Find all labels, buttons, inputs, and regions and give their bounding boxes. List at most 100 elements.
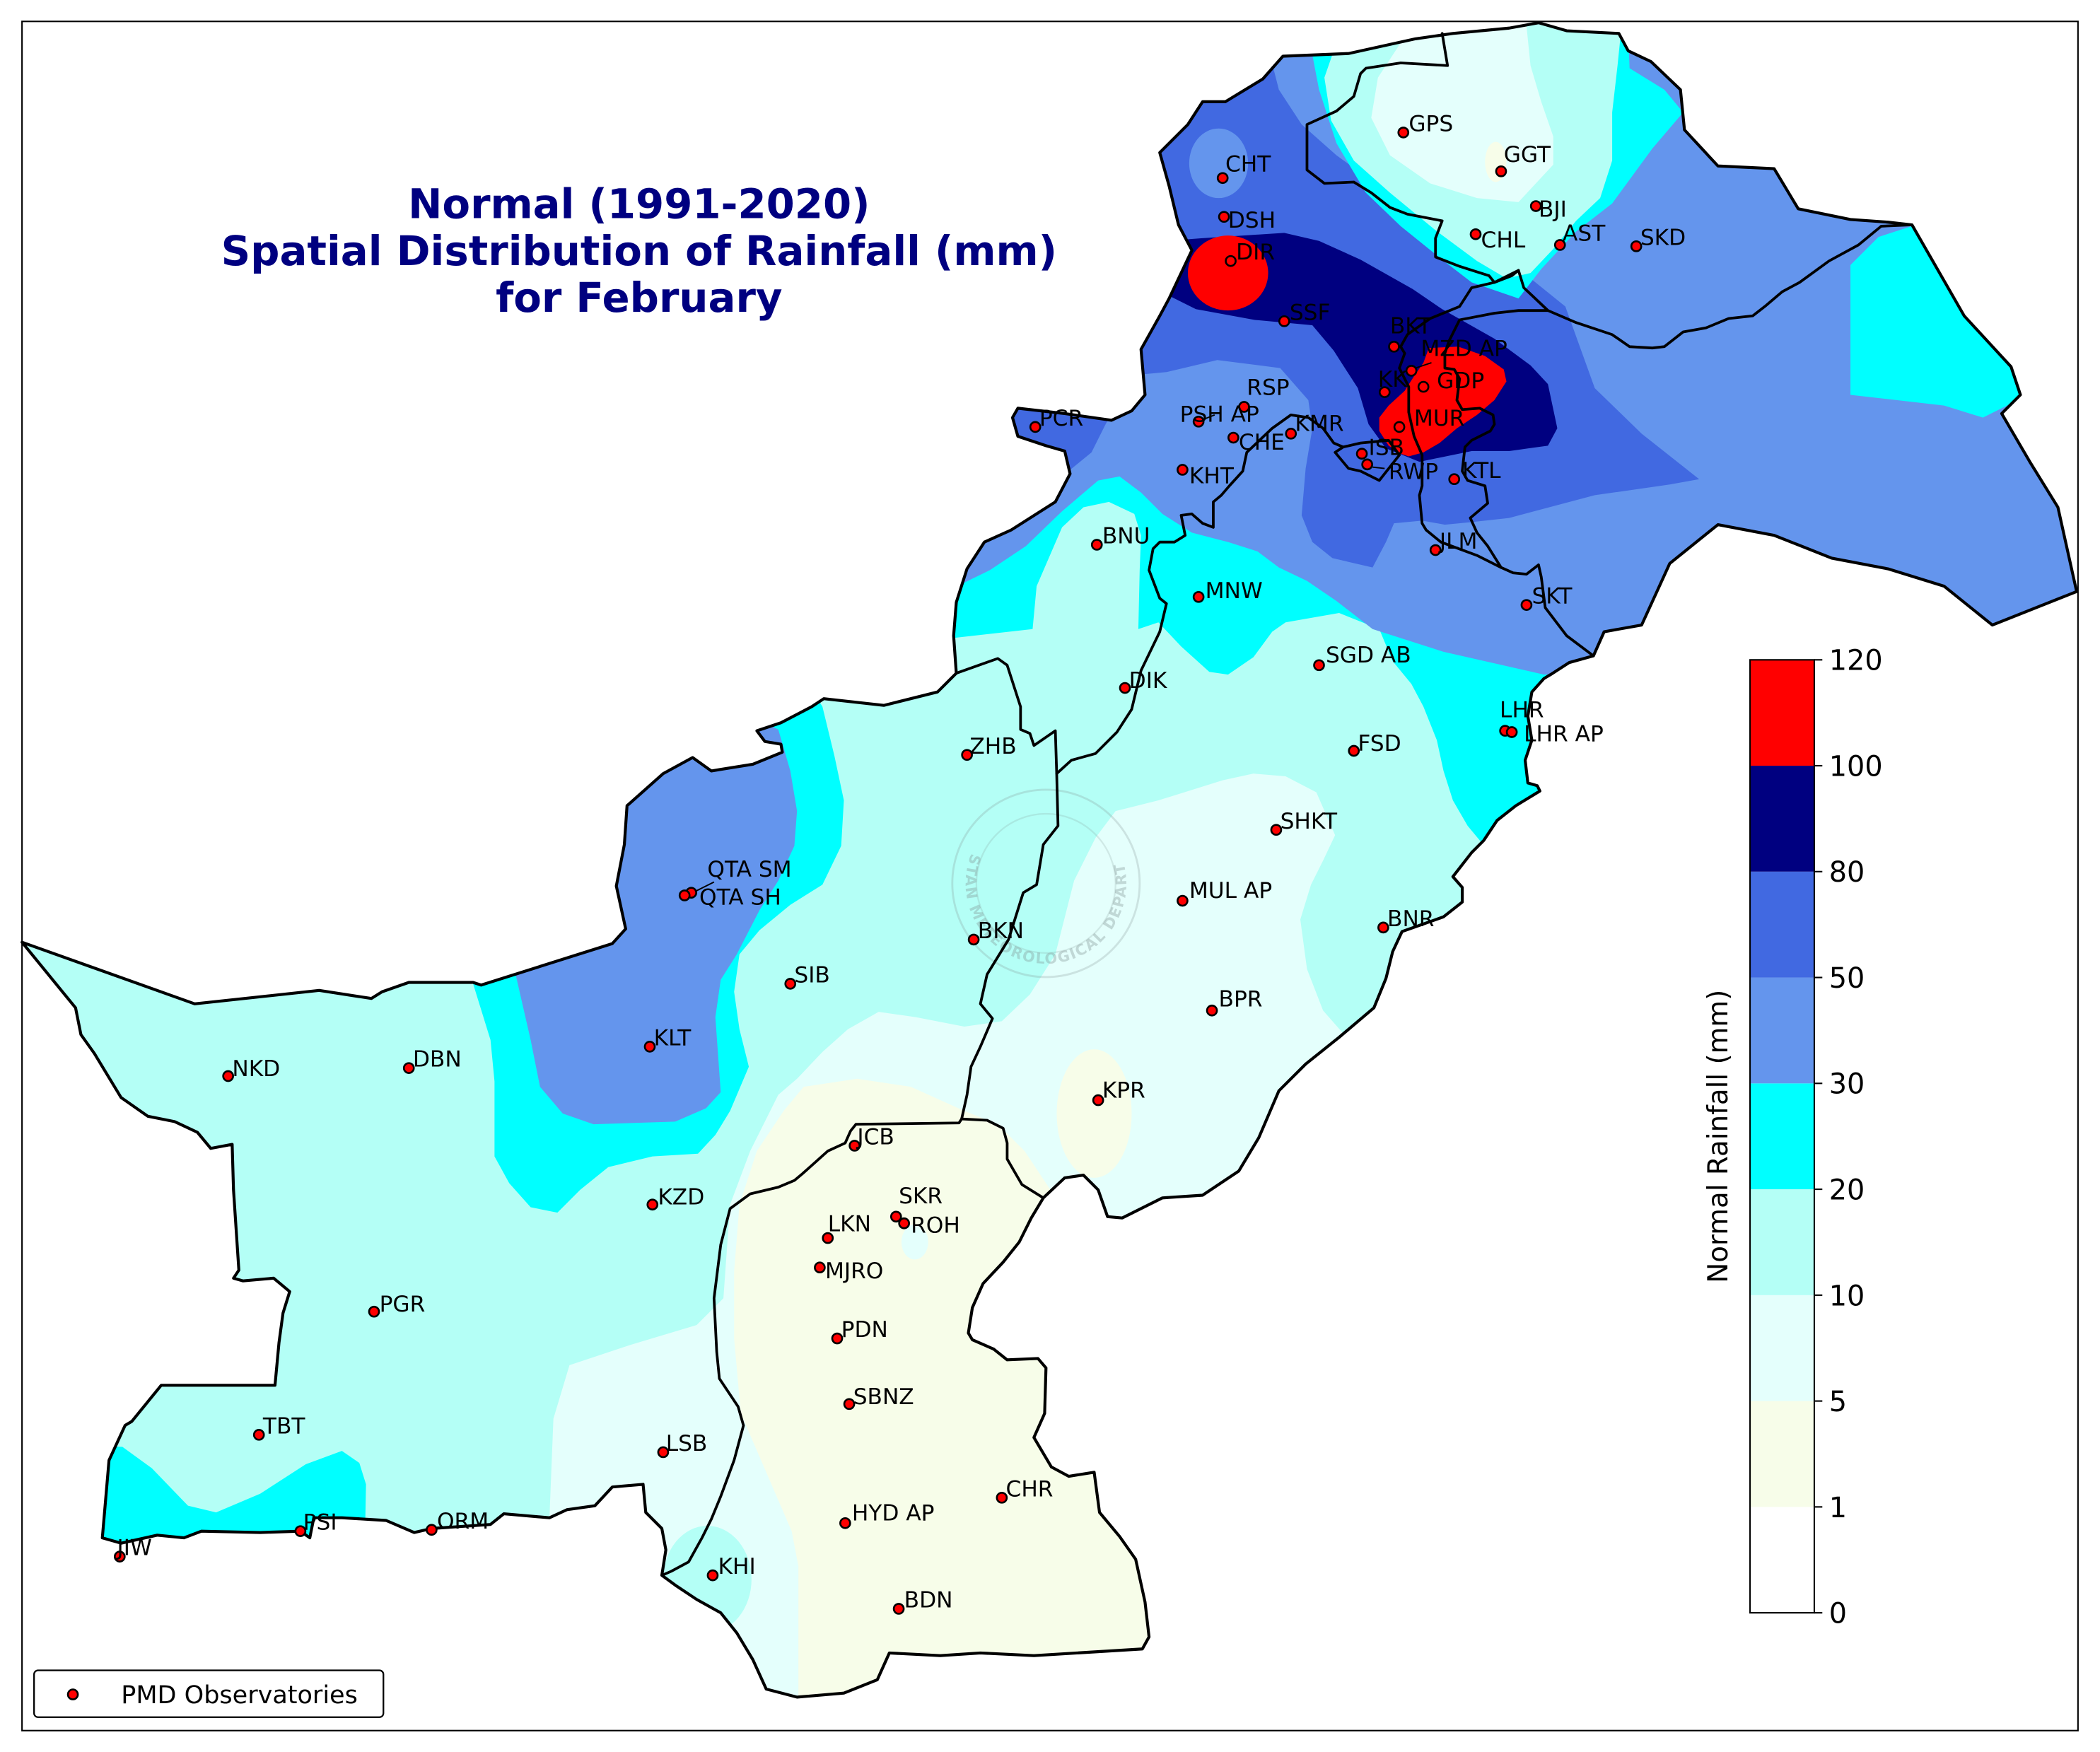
contour-1-5-kpr <box>1056 1049 1132 1178</box>
station-marker-icon <box>1206 1004 1218 1017</box>
station-label: GDP <box>1437 368 1484 394</box>
station-bnr: BNR <box>1377 906 1435 934</box>
colorbar-bin-5-10 <box>1750 1295 1814 1401</box>
station-marker-icon <box>961 749 973 761</box>
station-marker-icon <box>814 1261 826 1274</box>
station-label: RWP <box>1389 460 1438 485</box>
station-pcr: PCR <box>1029 406 1083 433</box>
station-bnu: BNU <box>1090 524 1150 551</box>
station-marker-icon <box>848 1140 861 1152</box>
station-kht: KHT <box>1177 463 1235 489</box>
station-marker-icon <box>996 1491 1008 1504</box>
station-label: DIK <box>1129 668 1168 694</box>
station-marker-icon <box>1630 240 1643 252</box>
colorbar-tick-label: 50 <box>1829 962 1865 995</box>
station-qta-sh: QTA SH <box>678 885 781 911</box>
station-chr: CHR <box>996 1476 1053 1504</box>
provincial-boundaries <box>660 32 1914 1577</box>
station-psh-ap: PSH AP <box>1180 402 1259 428</box>
station-marker-icon <box>1377 921 1389 934</box>
leader-mzd-ap <box>1415 362 1432 369</box>
station-pdn: PDN <box>831 1317 888 1345</box>
station-ktl: KTL <box>1448 458 1501 486</box>
colorbar-tick-label: 0 <box>1829 1598 1847 1630</box>
station-label: PSH AP <box>1180 402 1259 427</box>
colorbar-bin-0-1 <box>1750 1507 1814 1613</box>
station-marker-icon <box>1270 824 1283 836</box>
station-label: LHR <box>1500 698 1544 723</box>
station-marker-icon <box>114 1550 126 1563</box>
colorbar-tick-label: 5 <box>1829 1386 1847 1418</box>
colorbar: 0 1 5 10 20 30 50 80 100 120 Normal Rain… <box>1703 645 1883 1630</box>
station-marker-icon <box>1529 200 1542 212</box>
station-skt: SKT <box>1520 584 1573 611</box>
station-mnw: MNW <box>1192 578 1263 604</box>
station-marker-icon <box>1448 473 1461 486</box>
station-label: ORM <box>437 1509 489 1534</box>
station-marker-icon <box>1553 239 1566 251</box>
station-marker-icon <box>646 1198 659 1211</box>
station-label: CHL <box>1481 228 1526 253</box>
colorbar-bin-100-120 <box>1750 660 1814 766</box>
station-marker-icon <box>1192 415 1205 428</box>
station-label: SKD <box>1640 225 1686 250</box>
station-label: BKT <box>1390 313 1432 339</box>
station-mjro: MJRO <box>814 1258 883 1284</box>
station-marker-icon <box>252 1429 265 1441</box>
station-marker-icon <box>1090 539 1103 551</box>
station-pgr: PGR <box>368 1292 425 1318</box>
station-marker-icon <box>1355 448 1368 460</box>
station-ast: AST <box>1553 221 1606 251</box>
station-bpr: BPR <box>1206 987 1263 1017</box>
station-label: CHT <box>1225 151 1271 177</box>
colorbar-bin-80-100 <box>1750 766 1814 872</box>
station-marker-icon <box>1505 726 1518 738</box>
station-mur: MUR <box>1393 406 1464 433</box>
station-marker-icon <box>1029 421 1042 433</box>
boundary-gilgit-baltistan <box>1305 32 1914 350</box>
station-marker-icon <box>784 978 797 990</box>
station-label: KPR <box>1102 1078 1145 1103</box>
station-marker-icon <box>839 1517 851 1529</box>
station-kzd: KZD <box>646 1185 704 1211</box>
station-marker-icon <box>889 1210 902 1223</box>
station-lhr: LHR <box>1499 698 1544 737</box>
station-kk: KK <box>1378 367 1408 398</box>
station-marker-icon <box>1177 464 1189 476</box>
map-title: Normal (1991-2020) Spatial Distribution … <box>221 180 1057 322</box>
station-ssf: SSF <box>1278 300 1330 327</box>
legend-box <box>33 1669 385 1718</box>
station-mul-ap: MUL AP <box>1177 878 1272 907</box>
station-marker-icon <box>843 1398 856 1411</box>
colorbar-tick-label: 10 <box>1829 1280 1865 1312</box>
title-line-3: for February <box>496 274 782 322</box>
contour-30-50-chitral <box>1189 128 1249 199</box>
station-label: GPS <box>1408 112 1453 137</box>
station-jcb: JCB <box>848 1125 894 1152</box>
station-label: BPR <box>1219 987 1263 1012</box>
legend-marker-icon <box>66 1688 79 1700</box>
station-dir: DIR <box>1225 240 1275 267</box>
watermark-outer-ring-icon <box>951 788 1141 979</box>
station-orm: ORM <box>426 1509 489 1536</box>
station-marker-icon <box>1429 544 1442 556</box>
station-ggt: GGT <box>1495 142 1551 177</box>
station-label: FSD <box>1358 731 1401 757</box>
boundary-ajk-east <box>1443 309 1550 569</box>
station-jlm: JLM <box>1429 529 1477 556</box>
contour-5-10-gilgit <box>1371 23 1553 202</box>
station-marker-icon <box>1119 682 1131 694</box>
station-marker-icon <box>1177 894 1189 907</box>
station-zhb: ZHB <box>961 734 1017 761</box>
boundary-kp-punjab <box>1055 413 1345 776</box>
station-label: DIR <box>1236 240 1275 265</box>
station-marker-icon <box>706 1569 719 1582</box>
station-tbt: TBT <box>252 1413 305 1441</box>
station-klt: KLT <box>643 1025 692 1053</box>
station-label: SHKT <box>1281 809 1338 834</box>
station-label: SGD AB <box>1326 643 1411 668</box>
station-marker-icon <box>1388 340 1400 353</box>
station-kpr: KPR <box>1092 1078 1145 1106</box>
station-marker-icon <box>1218 211 1230 223</box>
station-qta-sm: QTA SM <box>685 857 792 899</box>
